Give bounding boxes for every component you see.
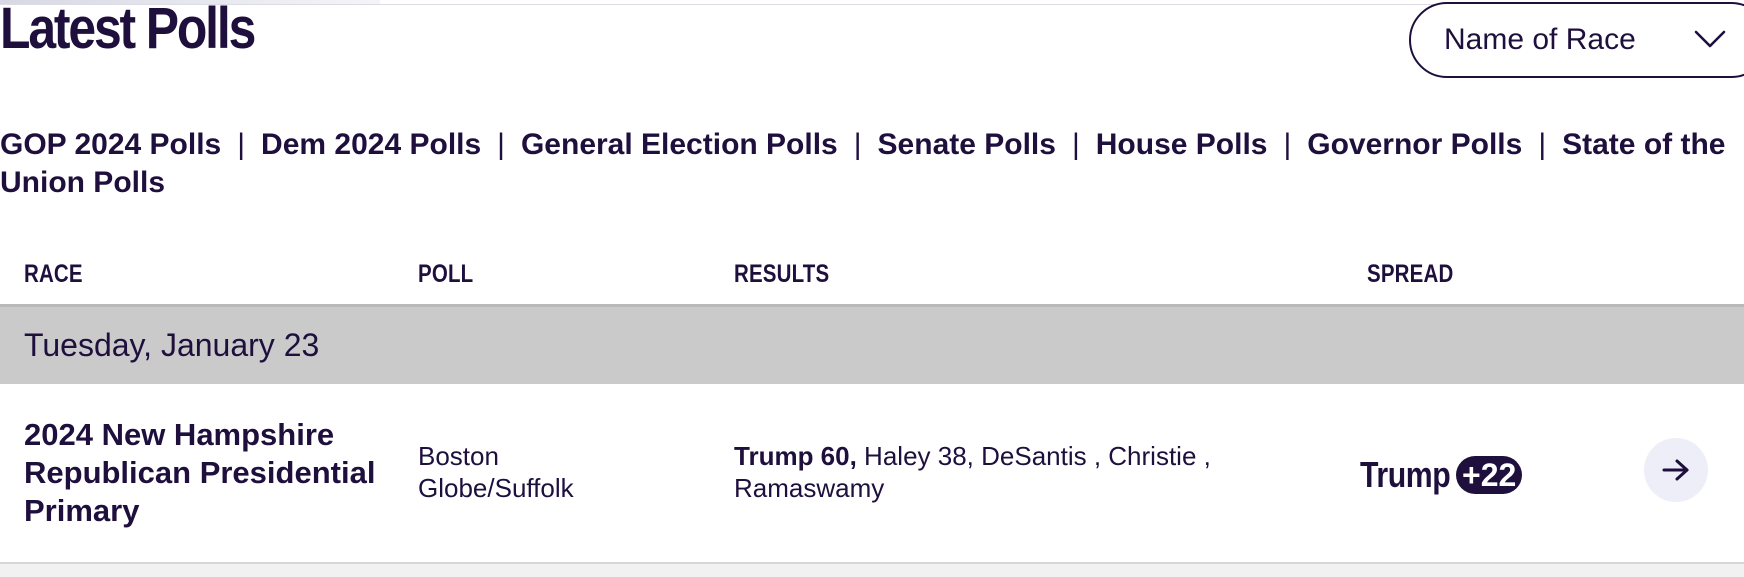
link-separator: | — [1283, 128, 1292, 161]
column-header-spread: SPREAD — [1367, 260, 1454, 288]
poll-category-links: GOP 2024 Polls | Dem 2024 Polls | General El… — [0, 126, 1744, 202]
poll-results: Trump 60, Haley 38, DeSantis , Christie … — [734, 440, 1294, 504]
top-accent-bar — [0, 0, 380, 5]
column-header-poll: POLL — [418, 260, 474, 288]
spread-leader-name: Trump — [1360, 454, 1451, 495]
header-divider — [0, 304, 1744, 307]
arrow-right-icon — [1662, 459, 1689, 481]
link-general-election-polls[interactable]: General Election Polls — [520, 128, 838, 161]
spread-value-badge: +22 — [1456, 456, 1523, 494]
row-detail-button[interactable] — [1644, 438, 1708, 502]
race-name[interactable]: 2024 New Hampshire Republican Presidenti… — [24, 417, 376, 528]
column-header-results: RESULTS — [734, 260, 830, 288]
row-divider — [0, 562, 1744, 564]
link-separator: | — [497, 128, 505, 161]
race-select-label: Name of Race — [1444, 23, 1636, 56]
link-separator: | — [1071, 128, 1080, 161]
column-header-race: RACE — [24, 260, 83, 288]
link-senate-polls[interactable]: Senate Polls — [877, 128, 1056, 161]
top-divider — [0, 4, 1744, 5]
chevron-down-icon — [1694, 30, 1726, 48]
next-row-edge — [0, 564, 1744, 577]
date-group-label: Tuesday, January 23 — [24, 327, 320, 363]
poll-source: Boston Globe/Suffolk — [418, 441, 574, 503]
results-leader: Trump 60, — [734, 441, 857, 471]
link-house-polls[interactable]: House Polls — [1095, 128, 1268, 161]
table-row[interactable]: 2024 New Hampshire Republican Presidenti… — [0, 384, 1744, 562]
results-others: Haley 38, DeSantis , Christie , Ramaswam… — [734, 441, 1211, 503]
page-title: Latest Polls — [0, 0, 256, 61]
link-state-of-the-union-polls[interactable]: State of the Union Polls — [0, 128, 1726, 199]
link-gop-2024-polls[interactable]: GOP 2024 Polls — [0, 128, 222, 161]
link-governor-polls[interactable]: Governor Polls — [1307, 128, 1523, 161]
link-separator: | — [237, 128, 246, 161]
race-select-dropdown[interactable]: Name of Race — [1409, 2, 1744, 78]
date-group-header: Tuesday, January 23 — [0, 307, 1744, 384]
link-separator: | — [853, 128, 862, 161]
link-dem-2024-polls[interactable]: Dem 2024 Polls — [261, 128, 482, 161]
link-separator: | — [1538, 128, 1547, 161]
poll-spread: Trump +22 — [1360, 454, 1523, 496]
